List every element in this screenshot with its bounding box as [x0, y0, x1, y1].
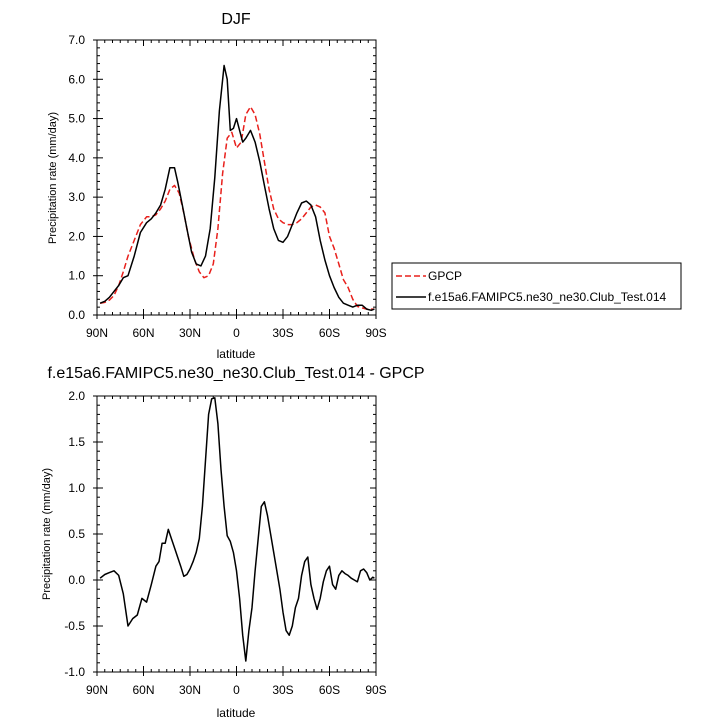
x-tick-label: 0 [233, 683, 240, 697]
y-tick-label: 5.0 [68, 112, 85, 126]
x-tick-label: 30S [272, 683, 293, 697]
x-tick-label: 60N [132, 326, 154, 340]
difference-series-layer [99, 397, 375, 662]
series-line-f-e15a6-famipc5-ne30-ne30-club-test-014 [99, 64, 375, 312]
djf-y-axis-label: Precipitation rate (mm/day) [47, 112, 59, 244]
djf-x-axis-label: latitude [217, 347, 256, 361]
difference-x-axis-label: latitude [217, 706, 256, 720]
y-tick-label: 2.0 [68, 229, 85, 243]
difference-title: f.e15a6.FAMIPC5.ne30_ne30.Club_Test.014 … [47, 365, 424, 382]
djf-title: DJF [221, 11, 251, 28]
x-tick-label: 60S [319, 683, 340, 697]
djf-panel: DJF 90N 60N 30N 0 30S 60S 90S 0.0 1.0 2.0 3.0 4.0 5.… [47, 11, 387, 361]
y-tick-label: 0.0 [68, 573, 85, 587]
x-tick-label: 60S [319, 326, 340, 340]
y-tick-label: 4.0 [68, 151, 85, 165]
djf-plot-frame [96, 39, 377, 316]
difference-y-axis-label: Precipitation rate (mm/day) [41, 468, 53, 600]
difference-plot-frame [96, 395, 377, 673]
y-tick-label: -1.0 [64, 665, 85, 679]
y-tick-label: 1.5 [68, 435, 85, 449]
y-tick-label: 0.5 [68, 527, 85, 541]
series-line-gpcp [99, 106, 375, 310]
y-tick-label: 7.0 [68, 33, 85, 47]
x-tick-label: 90N [86, 326, 108, 340]
y-tick-label: 1.0 [68, 269, 85, 283]
djf-series-layer [99, 64, 375, 312]
x-tick-label: 0 [233, 326, 240, 340]
difference-panel: f.e15a6.FAMIPC5.ne30_ne30.Club_Test.014 … [41, 365, 425, 720]
y-tick-label: 6.0 [68, 72, 85, 86]
x-tick-label: 90S [365, 326, 386, 340]
x-tick-label: 90N [86, 683, 108, 697]
y-tick-label: 1.0 [68, 481, 85, 495]
x-tick-label: 30S [272, 326, 293, 340]
y-tick-label: 0.0 [68, 308, 85, 322]
legend-label-gpcp: GPCP [428, 269, 462, 283]
y-tick-label: 3.0 [68, 190, 85, 204]
x-tick-label: 90S [365, 683, 386, 697]
series-line-difference [99, 397, 375, 662]
legend-label-model: f.e15a6.FAMIPC5.ne30_ne30.Club_Test.014 [428, 290, 666, 304]
x-tick-label: 60N [132, 683, 154, 697]
x-tick-label: 30N [179, 683, 201, 697]
x-tick-label: 30N [179, 326, 201, 340]
djf-tick-layer: 90N 60N 30N 0 30S 60S 90S 0.0 1.0 2.0 3.0 4.0 5.0 6.0… [68, 33, 386, 340]
difference-tick-layer: 90N 60N 30N 0 30S 60S 90S -1.0 -0.5 0.0 0.5 1.0 1.5 2… [64, 389, 386, 697]
djf-legend: GPCP f.e15a6.FAMIPC5.ne30_ne30.Club_Test… [391, 262, 682, 310]
y-tick-label: 2.0 [68, 389, 85, 403]
legend-box [391, 262, 682, 310]
y-tick-label: -0.5 [64, 619, 85, 633]
